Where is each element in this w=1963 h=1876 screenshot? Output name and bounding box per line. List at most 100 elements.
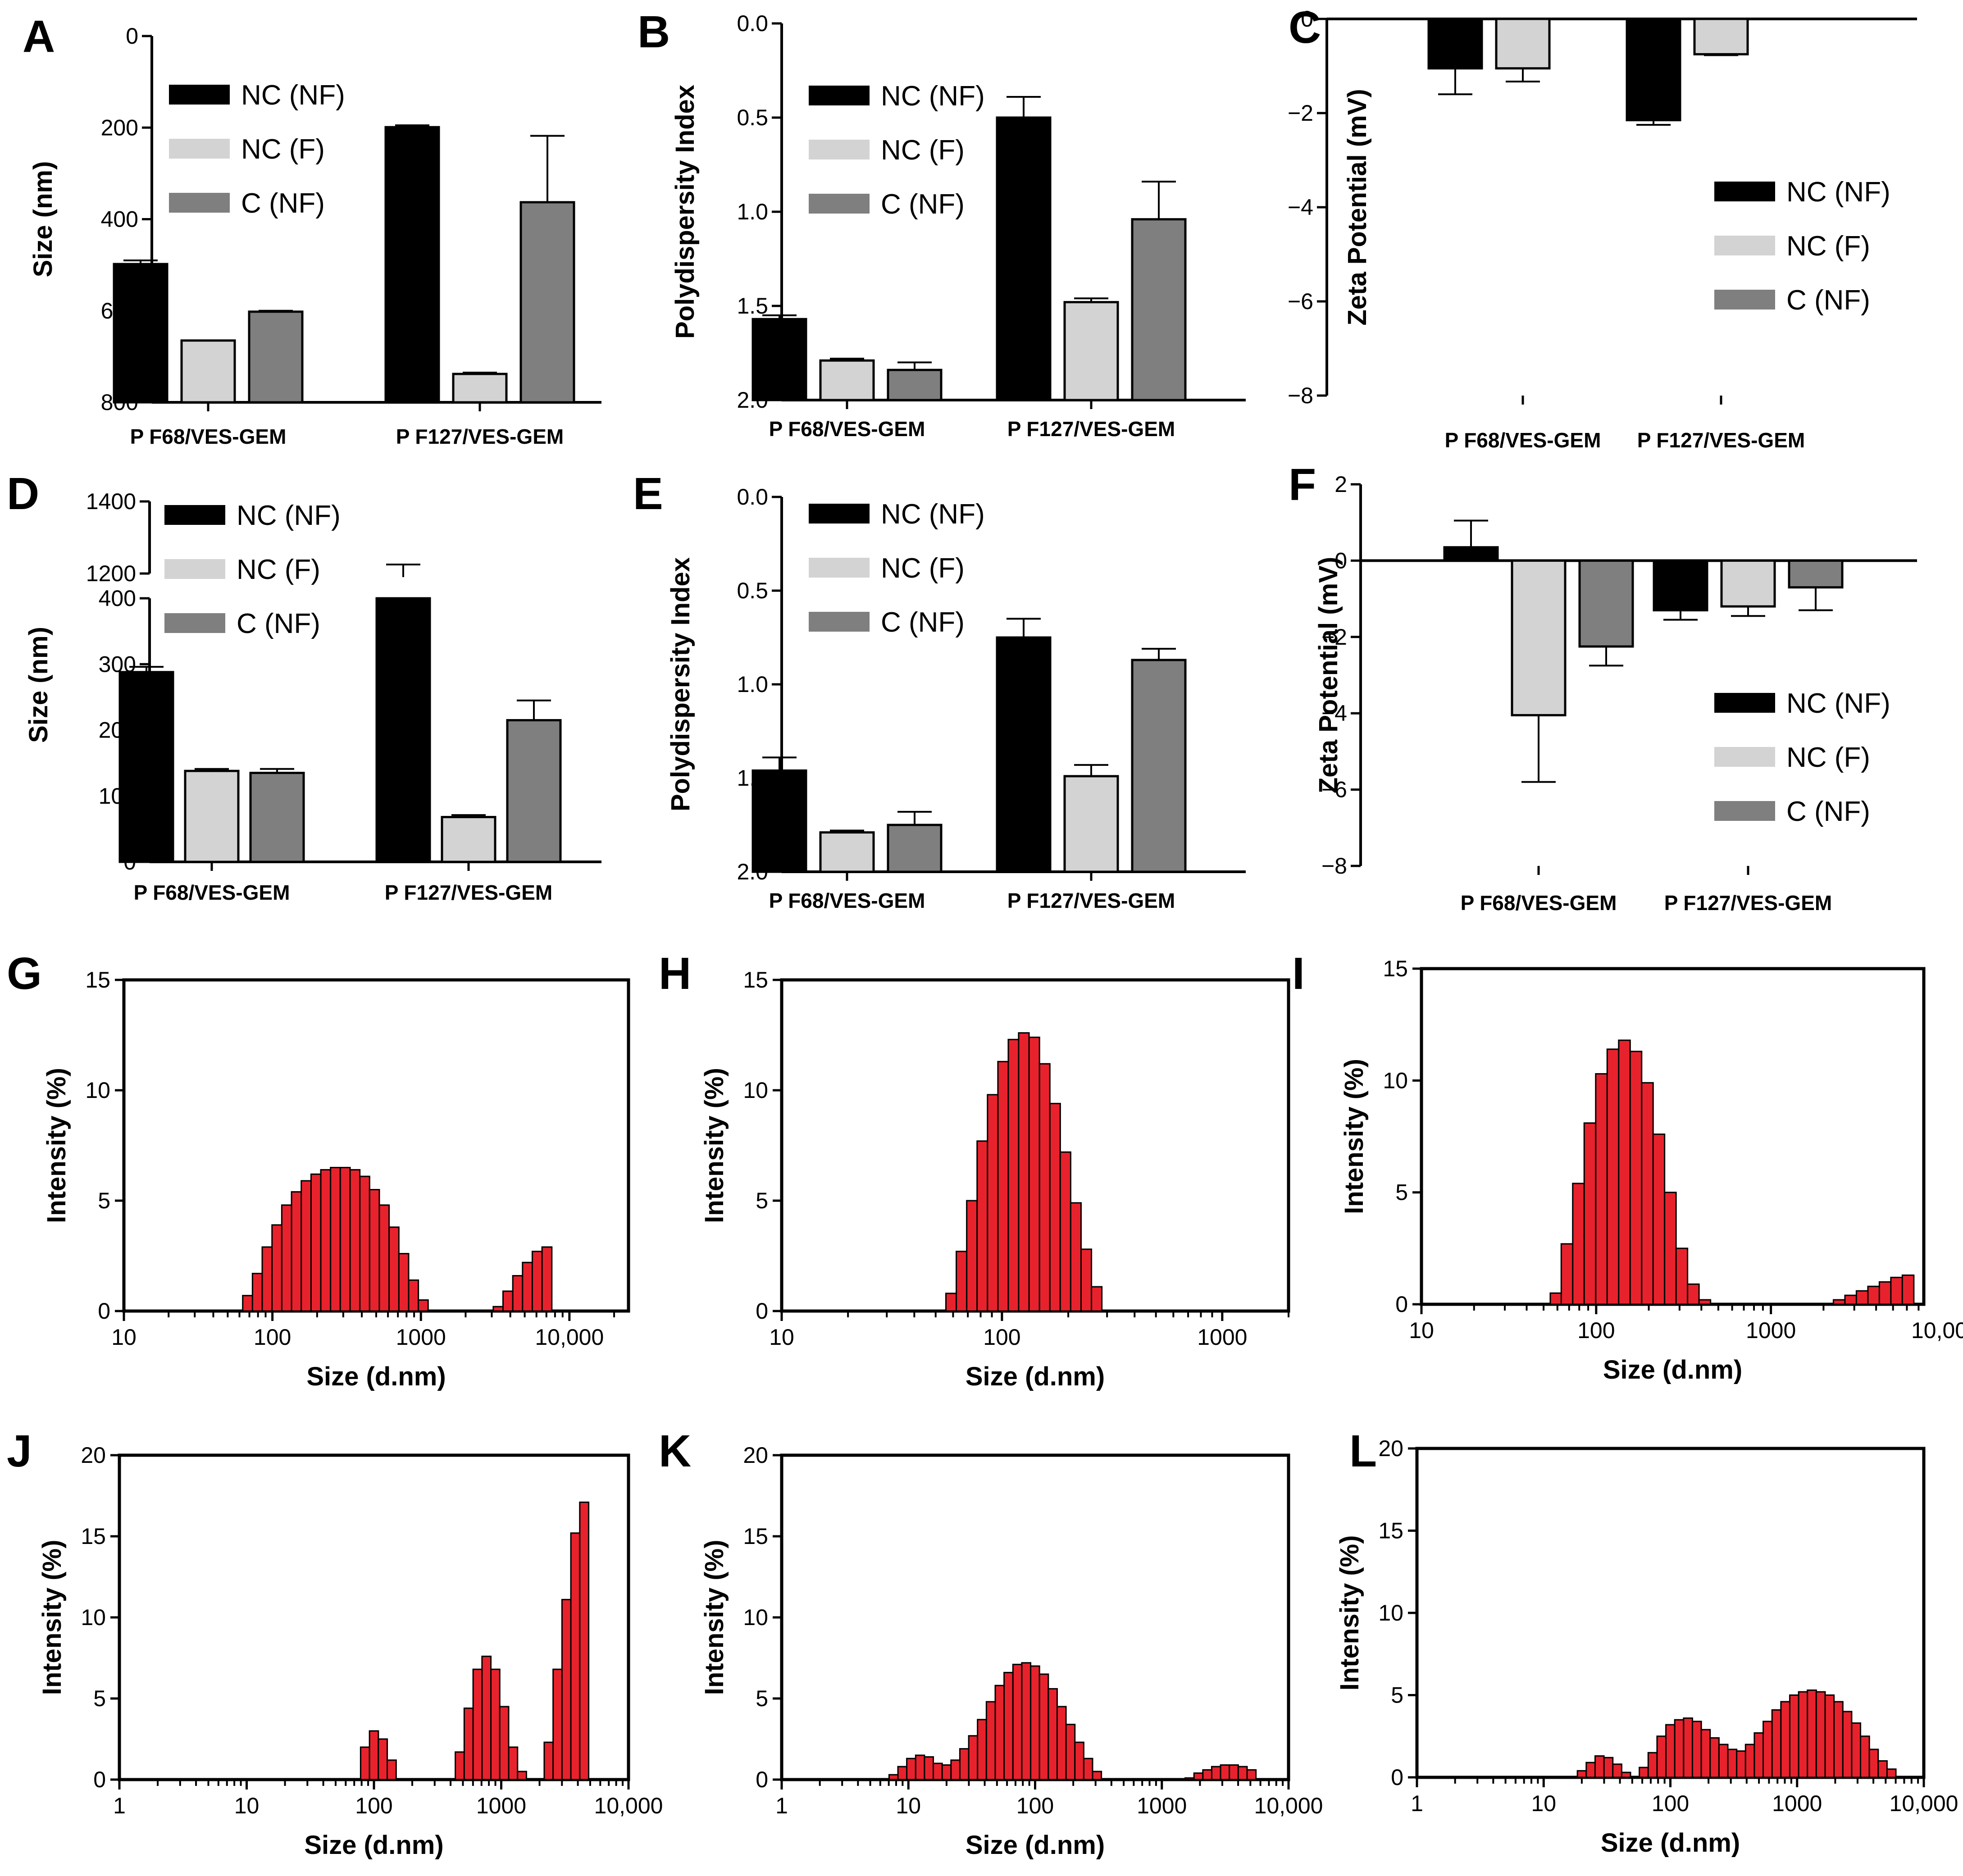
x-tick-label: 10,000 (1911, 1318, 1963, 1343)
legend-swatch (809, 558, 870, 578)
histogram-bar (1184, 1777, 1195, 1780)
histogram-bar (1687, 1283, 1700, 1305)
y-axis-label: Zeta Potential (mV) (1314, 557, 1343, 793)
histogram-bar (1606, 1048, 1620, 1305)
y-tick-label: 15 (1383, 956, 1408, 981)
x-tick-label: 1 (113, 1793, 126, 1818)
legend-label: NC (F) (241, 134, 325, 165)
y-tick-label: 5 (756, 1686, 768, 1711)
histogram-bar (1049, 1102, 1061, 1312)
panel-label: L (1349, 1426, 1377, 1476)
histogram-bar (1641, 1082, 1654, 1305)
legend-label: NC (F) (1786, 231, 1870, 262)
y-tick-label: 0 (1395, 1292, 1408, 1317)
category-label: P F127/VES-GEM (1007, 417, 1175, 441)
x-tick-label: 1000 (1137, 1793, 1187, 1818)
histogram-bar (360, 1746, 370, 1780)
histogram-bar (369, 1730, 379, 1780)
x-tick-label: 100 (1016, 1793, 1054, 1818)
legend-label: NC (NF) (241, 80, 345, 111)
histogram-bar (1237, 1766, 1248, 1780)
bar-cnf (1788, 559, 1844, 589)
legend-swatch (1714, 182, 1775, 201)
histogram-bar (271, 1224, 282, 1312)
histogram-bar (1709, 1737, 1720, 1778)
histogram-bar (1860, 1735, 1870, 1778)
histogram-bar (950, 1759, 961, 1780)
x-tick-label: 10 (111, 1325, 137, 1350)
histogram-bar (472, 1668, 483, 1780)
histogram-bar (1855, 1290, 1869, 1305)
y-tick-label: 1200 (86, 561, 136, 586)
y-tick-label: 10 (1378, 1600, 1403, 1626)
histogram-bar (945, 1293, 957, 1312)
histogram-bar (281, 1204, 292, 1312)
bar-ncnf (1443, 546, 1499, 562)
histogram-bar (1675, 1248, 1689, 1305)
histogram-bar (1003, 1671, 1014, 1780)
histogram-bar (968, 1735, 979, 1780)
y-axis-label: Intensity (%) (42, 1068, 71, 1223)
bar-cnf (887, 824, 943, 873)
legend-label: NC (NF) (1786, 688, 1890, 719)
y-tick-label: −4 (1288, 195, 1313, 220)
category-label: P F127/VES-GEM (1007, 889, 1175, 912)
category-label: P F68/VES-GEM (769, 417, 925, 441)
histogram-bar (508, 1746, 519, 1780)
histogram-bar (1780, 1701, 1790, 1778)
bar-cnf (1578, 559, 1634, 648)
y-tick-label: 10 (1383, 1068, 1408, 1093)
histogram-bar (1585, 1762, 1596, 1778)
y-tick-label: 2 (1334, 472, 1347, 497)
histogram-bar (1018, 1032, 1030, 1312)
x-tick-label: 1000 (1746, 1318, 1796, 1343)
histogram-bar (1878, 1281, 1892, 1305)
histogram-bar (543, 1741, 554, 1780)
histogram-bar (1798, 1691, 1808, 1778)
panel-label: A (23, 11, 55, 62)
histogram-bar (1220, 1764, 1230, 1780)
legend-swatch (1714, 290, 1775, 310)
legend-label: NC (F) (881, 135, 965, 166)
histogram-bar (1021, 1662, 1032, 1780)
histogram-bar (408, 1279, 419, 1312)
histogram-bar (1211, 1766, 1221, 1780)
panel-label: J (7, 1426, 32, 1476)
panel-label: I (1292, 948, 1305, 999)
histogram-bar (1083, 1758, 1093, 1780)
histogram-bar (502, 1290, 514, 1312)
y-tick-label: 400 (101, 207, 138, 232)
y-tick-label: 10 (81, 1605, 106, 1630)
bar-ncf (180, 339, 236, 404)
histogram-bar (531, 1251, 543, 1312)
histogram-bar (1583, 1122, 1597, 1305)
legend-label: NC (NF) (237, 500, 341, 531)
bar-ncnf (751, 769, 807, 873)
histogram-bar (1868, 1749, 1879, 1778)
bar-cnf (519, 201, 575, 404)
histogram-bar (977, 1719, 987, 1780)
legend-swatch (169, 85, 230, 105)
histogram-bar (1080, 1248, 1093, 1312)
histogram-bar (1629, 1051, 1643, 1305)
histogram-bar (1771, 1709, 1782, 1778)
y-tick-label: 5 (93, 1686, 106, 1711)
bar-ncnf (996, 636, 1052, 873)
y-tick-label: 5 (1391, 1683, 1403, 1708)
histogram-bar (1851, 1722, 1862, 1778)
y-tick-label: 15 (81, 1524, 106, 1549)
legend-swatch (1714, 693, 1775, 713)
bar-cnf (1131, 218, 1187, 401)
y-tick-label: 1400 (86, 489, 136, 514)
x-tick-label: 10 (1409, 1318, 1434, 1343)
histogram-bar (552, 1668, 563, 1780)
y-tick-label: 5 (98, 1188, 110, 1213)
y-axis-label: Intensity (%) (700, 1540, 729, 1695)
histogram-bar (1674, 1719, 1685, 1778)
histogram-bar (941, 1764, 952, 1780)
bar-ncnf (384, 126, 440, 404)
y-tick-label: 1.5 (737, 293, 768, 319)
